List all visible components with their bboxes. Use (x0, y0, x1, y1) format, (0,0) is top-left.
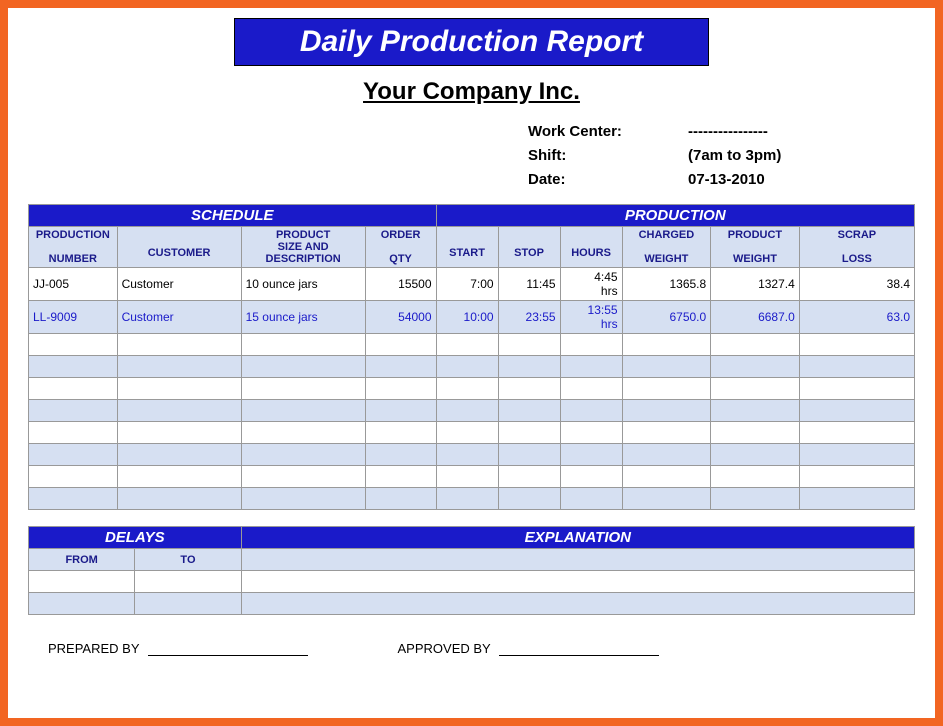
cell-stop: 23:55 (498, 301, 560, 334)
table-row (29, 400, 915, 422)
work-center-value: ---------------- (688, 120, 768, 144)
table-row (29, 378, 915, 400)
schedule-header: SCHEDULE (29, 205, 437, 227)
table-row (29, 334, 915, 356)
cell-qty: 15500 (365, 268, 436, 301)
table-row (29, 356, 915, 378)
col-product-l2: WEIGHT (715, 253, 795, 265)
table-row (29, 444, 915, 466)
prepared-by-line (148, 642, 308, 656)
col-scrap-l1: SCRAP (804, 229, 910, 241)
col-product-l1: PRODUCT (715, 229, 795, 241)
table-row: LL-9009 Customer 15 ounce jars 54000 10:… (29, 301, 915, 334)
col-scrap: SCRAP LOSS (799, 227, 914, 268)
col-order: ORDER QTY (365, 227, 436, 268)
signature-block: PREPARED BY APPROVED BY (28, 641, 915, 656)
table-row: JJ-005 Customer 10 ounce jars 15500 7:00… (29, 268, 915, 301)
cell-start: 7:00 (436, 268, 498, 301)
cell-stop: 11:45 (498, 268, 560, 301)
cell-hours: 4:45hrs (560, 268, 622, 301)
work-center-label: Work Center: (528, 120, 688, 144)
col-order-l2: QTY (370, 253, 432, 265)
cell-scrap: 63.0 (799, 301, 914, 334)
col-charged-l1: CHARGED (627, 229, 707, 241)
delays-row (29, 571, 915, 593)
col-charged-l2: WEIGHT (627, 253, 707, 265)
cell-desc: 10 ounce jars (241, 268, 365, 301)
cell-customer: Customer (117, 301, 241, 334)
company-name: Your Company Inc. (28, 78, 915, 106)
prepared-by: PREPARED BY (48, 641, 308, 656)
cell-prod-num: LL-9009 (29, 301, 118, 334)
col-desc-l3: DESCRIPTION (246, 253, 361, 265)
col-from: FROM (29, 549, 135, 571)
shift-label: Shift: (528, 144, 688, 168)
col-customer: CUSTOMER (117, 227, 241, 268)
shift-value: (7am to 3pm) (688, 144, 781, 168)
date-label: Date: (528, 168, 688, 192)
delays-row (29, 593, 915, 615)
col-desc-l2: SIZE AND (246, 241, 361, 253)
col-product: PRODUCT WEIGHT (711, 227, 800, 268)
col-scrap-l2: LOSS (804, 253, 910, 265)
cell-product: 1327.4 (711, 268, 800, 301)
cell-charged: 1365.8 (622, 268, 711, 301)
cell-customer: Customer (117, 268, 241, 301)
col-prod-num: PRODUCTION NUMBER (29, 227, 118, 268)
approved-by: APPROVED BY (398, 641, 659, 656)
cell-desc: 15 ounce jars (241, 301, 365, 334)
col-to: TO (135, 549, 241, 571)
approved-by-line (499, 642, 659, 656)
col-stop: STOP (498, 227, 560, 268)
delays-header: DELAYS (29, 527, 242, 549)
col-hours: HOURS (560, 227, 622, 268)
col-charged: CHARGED WEIGHT (622, 227, 711, 268)
main-table: SCHEDULE PRODUCTION PRODUCTION NUMBER CU… (28, 204, 915, 510)
cell-qty: 54000 (365, 301, 436, 334)
col-prod-num-l1: PRODUCTION (33, 229, 113, 241)
delays-table: DELAYS EXPLANATION FROM TO (28, 526, 915, 615)
approved-by-label: APPROVED BY (398, 641, 491, 656)
col-desc: PRODUCT SIZE AND DESCRIPTION (241, 227, 365, 268)
cell-start: 10:00 (436, 301, 498, 334)
col-explanation-sub (241, 549, 914, 571)
cell-prod-num: JJ-005 (29, 268, 118, 301)
table-row (29, 466, 915, 488)
table-row (29, 422, 915, 444)
title-banner: Daily Production Report (234, 18, 709, 66)
production-header: PRODUCTION (436, 205, 914, 227)
col-prod-num-l2: NUMBER (33, 253, 113, 265)
prepared-by-label: PREPARED BY (48, 641, 140, 656)
meta-block: Work Center: ---------------- Shift: (7a… (528, 120, 915, 192)
report-container: Daily Production Report Your Company Inc… (0, 0, 943, 726)
explanation-header: EXPLANATION (241, 527, 914, 549)
table-row (29, 488, 915, 510)
cell-hours: 13:55hrs (560, 301, 622, 334)
cell-scrap: 38.4 (799, 268, 914, 301)
col-start: START (436, 227, 498, 268)
col-order-l1: ORDER (370, 229, 432, 241)
cell-product: 6687.0 (711, 301, 800, 334)
cell-charged: 6750.0 (622, 301, 711, 334)
col-desc-l1: PRODUCT (246, 229, 361, 241)
date-value: 07-13-2010 (688, 168, 765, 192)
